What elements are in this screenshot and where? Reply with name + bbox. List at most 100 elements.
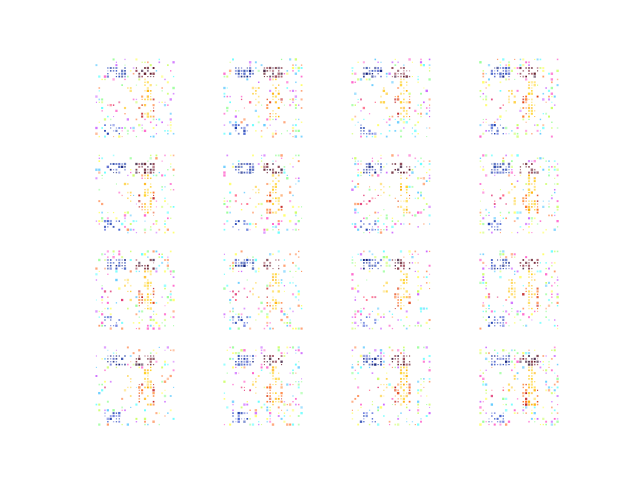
- pixel: [266, 66, 269, 70]
- pixel: [129, 214, 132, 217]
- pixel: [420, 58, 422, 61]
- pixel: [161, 375, 164, 377]
- pixel: [551, 214, 553, 217]
- pixel: [272, 327, 274, 330]
- pixel: [101, 98, 104, 101]
- pixel: [143, 168, 147, 171]
- pixel: [144, 377, 146, 380]
- pixel: [234, 253, 237, 256]
- pixel: [547, 89, 551, 92]
- pixel: [246, 78, 249, 81]
- pixel: [127, 132, 129, 135]
- pixel: [405, 75, 408, 78]
- pixel: [374, 211, 377, 214]
- pixel: [414, 129, 417, 133]
- pixel: [118, 264, 121, 267]
- pixel: [536, 290, 539, 293]
- pixel: [164, 200, 166, 203]
- pixel: [223, 313, 226, 316]
- pixel: [357, 202, 360, 206]
- pixel: [508, 358, 510, 360]
- pixel: [357, 394, 360, 398]
- pixel: [510, 301, 514, 305]
- pixel: [374, 363, 377, 366]
- pixel: [107, 361, 109, 363]
- pixel: [522, 95, 524, 98]
- pixel: [274, 273, 277, 276]
- pixel: [144, 211, 146, 214]
- pixel: [106, 301, 109, 304]
- pixel: [104, 380, 106, 383]
- pixel: [277, 273, 280, 276]
- pixel: [101, 157, 104, 160]
- pixel: [360, 171, 362, 174]
- pixel: [226, 95, 229, 98]
- pixel: [502, 162, 505, 166]
- pixel: [411, 253, 414, 255]
- pixel: [109, 70, 112, 72]
- pixel: [423, 160, 425, 162]
- pixel: [138, 72, 141, 75]
- pixel: [499, 357, 502, 361]
- pixel: [110, 124, 112, 126]
- pixel: [528, 223, 530, 225]
- pixel: [254, 205, 257, 208]
- pixel: [533, 273, 536, 276]
- pixel: [297, 154, 300, 157]
- pixel: [269, 208, 272, 211]
- pixel: [240, 95, 243, 98]
- pixel: [408, 400, 411, 403]
- pixel: [550, 72, 554, 75]
- pixel: [408, 101, 411, 104]
- pixel: [482, 217, 485, 220]
- pixel: [172, 417, 175, 420]
- pixel: [505, 267, 507, 270]
- pixel: [237, 264, 240, 267]
- pixel: [513, 296, 516, 299]
- pixel: [172, 369, 175, 372]
- pixel: [425, 321, 428, 324]
- pixel: [402, 400, 405, 403]
- pixel: [397, 168, 400, 171]
- pixel: [522, 70, 525, 72]
- pixel: [147, 305, 149, 307]
- pixel: [172, 174, 175, 177]
- pixel: [243, 380, 246, 383]
- pixel: [408, 75, 411, 78]
- pixel: [150, 96, 152, 98]
- pixel: [107, 262, 109, 264]
- pixel: [164, 287, 166, 290]
- pixel: [371, 401, 373, 403]
- pixel: [508, 78, 510, 81]
- pixel: [289, 319, 291, 321]
- pixel: [527, 301, 531, 305]
- pixel: [141, 203, 143, 205]
- pixel: [297, 66, 300, 70]
- pixel: [376, 377, 380, 381]
- pixel: [534, 349, 536, 351]
- pixel: [138, 363, 141, 366]
- pixel: [141, 206, 143, 208]
- pixel: [98, 258, 101, 262]
- pixel: [152, 250, 155, 253]
- pixel: [502, 397, 505, 400]
- pixel: [147, 98, 149, 101]
- pixel: [545, 293, 548, 296]
- pixel: [147, 299, 149, 301]
- pixel: [272, 67, 274, 69]
- pixel: [488, 214, 490, 216]
- pixel: [536, 262, 539, 264]
- pixel: [499, 256, 501, 258]
- pixel: [377, 307, 380, 310]
- pixel: [226, 349, 228, 351]
- pixel: [542, 98, 545, 101]
- pixel: [531, 296, 533, 298]
- pixel: [545, 112, 548, 115]
- pixel: [374, 101, 376, 103]
- pixel: [246, 360, 249, 363]
- pixel: [527, 208, 531, 211]
- pixel: [391, 404, 393, 406]
- pixel: [405, 206, 408, 208]
- pixel: [118, 162, 121, 166]
